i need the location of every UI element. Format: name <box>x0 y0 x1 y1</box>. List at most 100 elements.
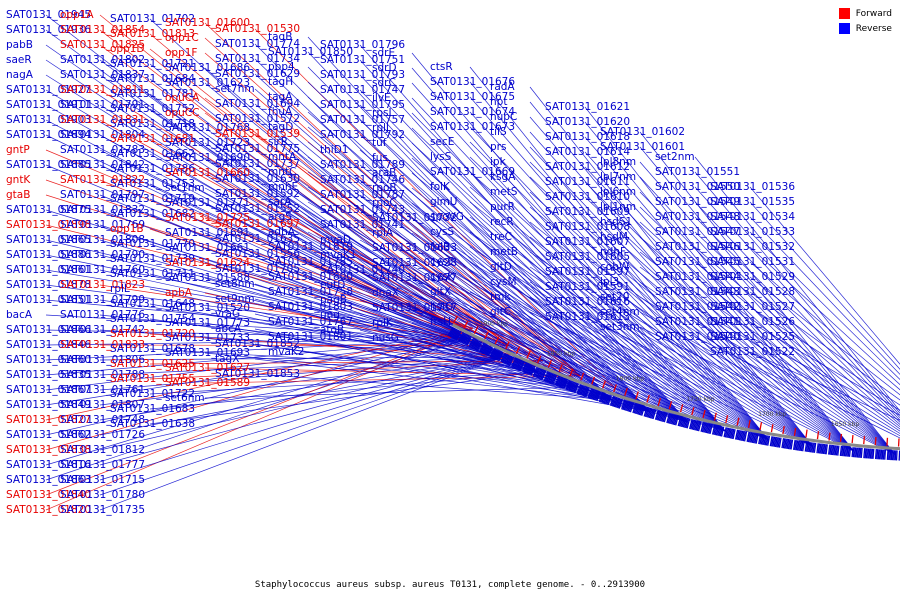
gene-label[interactable]: SAT0131_01833 <box>60 339 145 351</box>
gene-label[interactable]: SAT0131_01638 <box>110 418 195 430</box>
gene-label[interactable]: SAT0131_01690 <box>165 152 250 164</box>
gene-label[interactable]: SAT0131_01691 <box>165 227 250 239</box>
gene-label[interactable]: SAT0131_01732 <box>372 212 457 224</box>
gene-label[interactable]: SAT0131_01757 <box>320 114 405 126</box>
gene-label[interactable]: rpsL <box>372 107 394 119</box>
gene-label[interactable]: SAT0131_01721 <box>110 58 195 70</box>
gene-label[interactable]: cysE <box>430 256 454 268</box>
gene-label[interactable]: mvaD <box>320 234 351 246</box>
gene-label[interactable]: SAT0131_01735 <box>60 504 145 516</box>
gene-label[interactable]: ndhF <box>600 246 626 258</box>
gene-label[interactable]: SAT0131_01842 <box>60 159 145 171</box>
gene-label[interactable]: SAT0131_01831 <box>60 114 145 126</box>
gene-label[interactable]: nusG <box>372 332 399 344</box>
gene-label[interactable]: set7nm <box>215 83 255 95</box>
gene-label[interactable]: SAT0131_01681 <box>110 133 195 145</box>
gene-label[interactable]: SAT0131_01878 <box>6 279 91 291</box>
gene-label[interactable]: hpt <box>490 96 507 108</box>
gene-label[interactable]: SAT0131_01760 <box>60 264 145 276</box>
gene-label[interactable]: SAT0131_01742 <box>60 324 145 336</box>
gene-label[interactable]: fhuA <box>268 106 293 118</box>
gene-label[interactable]: SAT0131_01588 <box>165 272 250 284</box>
gene-label[interactable]: SAT0131_01608 <box>545 221 630 233</box>
gene-label[interactable]: SAT0131_01597 <box>545 266 630 278</box>
gene-label[interactable]: SAT0131_01618 <box>545 131 630 143</box>
gene-label[interactable]: SAT0131_01936 <box>6 24 91 36</box>
gene-label[interactable]: SAT0131_01886 <box>6 249 91 261</box>
gene-label[interactable]: SAT0131_01591 <box>545 281 630 293</box>
gene-label[interactable]: opuCA <box>165 92 200 104</box>
gene-label[interactable]: SAT0131_01802 <box>60 54 145 66</box>
gene-label[interactable]: SAT0131_01862 <box>6 429 91 441</box>
gene-label[interactable]: SAT0131_01775 <box>215 143 300 155</box>
gene-label[interactable]: SAT0131_01534 <box>710 211 795 223</box>
gene-label[interactable]: SAT0131_01613 <box>545 311 630 323</box>
gene-label[interactable]: hslO <box>430 301 453 313</box>
gene-label[interactable]: sdrD <box>372 62 397 74</box>
gene-label[interactable]: tagB <box>268 31 292 43</box>
gene-label[interactable]: SAT0131_01607 <box>545 236 630 248</box>
gene-label[interactable]: SAT0131_01820 <box>6 504 91 516</box>
gene-label[interactable]: SAT0131_01528 <box>710 286 795 298</box>
gene-label[interactable]: SAT0131_01625 <box>110 358 195 370</box>
gene-label[interactable]: SAT0131_01600 <box>165 17 250 29</box>
gene-label[interactable]: SAT0131_01754 <box>110 313 195 325</box>
gene-label[interactable]: SAT0131_01535 <box>710 196 795 208</box>
gene-label[interactable]: SAT0131_01718 <box>110 118 195 130</box>
gene-label[interactable]: SAT0131_01725 <box>165 212 250 224</box>
gene-label[interactable]: nupC <box>490 111 517 123</box>
gene-label[interactable]: SAT0131_01739 <box>110 253 195 265</box>
gene-label[interactable]: set8nm <box>215 278 255 290</box>
gene-label[interactable]: lpl1nm <box>600 201 636 213</box>
gene-label[interactable]: purR <box>490 201 515 213</box>
gene-label[interactable]: SAT0131_01616 <box>545 296 630 308</box>
gene-label[interactable]: gltX <box>430 286 451 298</box>
gene-label[interactable]: sdrC <box>372 77 396 89</box>
gene-label[interactable]: SAT0131_01556 <box>215 248 300 260</box>
gene-label[interactable]: SAT0131_01628 <box>372 257 457 269</box>
gene-label[interactable]: mntA <box>268 151 297 163</box>
gene-label[interactable]: ftsH <box>430 316 451 328</box>
gene-label[interactable]: opuCC <box>165 107 199 119</box>
gene-label[interactable]: SAT0131_01529 <box>710 271 795 283</box>
gene-label[interactable]: SAT0131_01812 <box>60 444 145 456</box>
gene-label[interactable]: SAT0131_01850 <box>268 46 353 58</box>
gene-label[interactable]: SAT0131_01572 <box>215 113 300 125</box>
gene-label[interactable]: mnhE <box>268 181 298 193</box>
gene-label[interactable]: SAT0131_01835 <box>6 369 91 381</box>
gene-label[interactable]: SAT0131_01621 <box>545 101 630 113</box>
gene-label[interactable]: SAT0131_01533 <box>710 226 795 238</box>
gene-label[interactable]: SAT0131_01740 <box>320 264 405 276</box>
gene-label[interactable]: SAT0131_01677 <box>372 272 457 284</box>
gene-label[interactable]: SAT0131_01787 <box>320 189 405 201</box>
gene-label[interactable]: SAT0131_01860 <box>6 354 91 366</box>
gene-label[interactable]: SAT0131_01903 <box>6 114 91 126</box>
gene-label[interactable]: SAT0131_01852 <box>215 338 300 350</box>
gene-label[interactable]: SAT0131_01807 <box>60 399 145 411</box>
gene-label[interactable]: bacA <box>6 309 33 321</box>
gene-label[interactable]: SAT0131_01780 <box>60 489 145 501</box>
gene-label[interactable]: gntP <box>6 144 30 156</box>
gene-label[interactable]: SAT0131_01522 <box>710 346 795 358</box>
gene-label[interactable]: SAT0131_01661 <box>165 242 250 254</box>
gene-label[interactable]: tagA <box>268 91 293 103</box>
gene-label[interactable]: mvaK2 <box>268 346 304 358</box>
gene-label[interactable]: SAT0131_01627 <box>165 362 250 374</box>
gene-label[interactable]: SAT0131_01769 <box>60 219 145 231</box>
gene-label[interactable]: lpl7nm <box>600 171 636 183</box>
gene-label[interactable]: SAT0131_01547 <box>655 226 740 238</box>
gene-label[interactable]: folB <box>430 241 450 253</box>
gene-label[interactable]: rpoC <box>372 197 397 209</box>
gene-label[interactable]: SAT0131_01648 <box>110 298 195 310</box>
gene-label[interactable]: cysS <box>430 226 454 238</box>
gene-label[interactable]: SAT0131_01548 <box>655 211 740 223</box>
gene-label[interactable]: SAT0131_01611 <box>545 176 630 188</box>
gene-label[interactable]: opp1D <box>110 43 145 55</box>
gene-label[interactable]: SAT0131_01808 <box>60 234 145 246</box>
gene-label[interactable]: hsdS1 <box>600 216 632 228</box>
gene-label[interactable]: SAT0131_01846 <box>6 339 91 351</box>
gene-label[interactable]: set2nm <box>655 151 695 163</box>
gene-label[interactable]: SAT0131_01867 <box>6 384 91 396</box>
gene-label[interactable]: SAT0131_01722 <box>110 388 195 400</box>
gene-label[interactable]: SAT0131_01803 <box>268 301 353 313</box>
